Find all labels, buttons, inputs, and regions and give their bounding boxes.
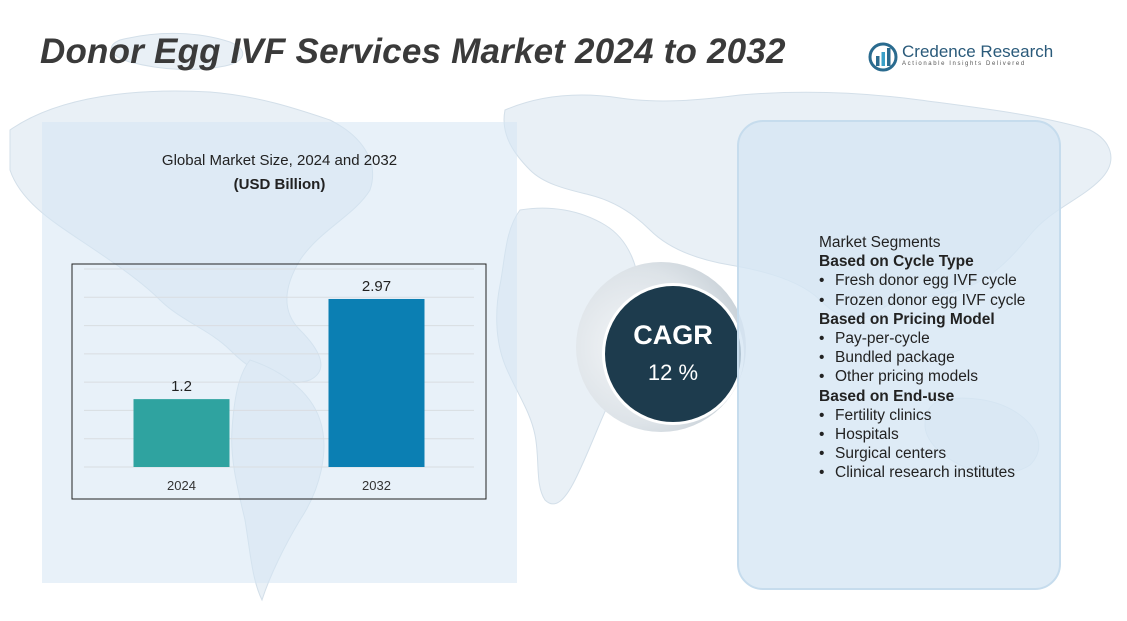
segments-list: Market Segments Based on Cycle Type Fres… — [819, 233, 1025, 483]
logo-tagline: Actionable Insights Delivered — [902, 61, 1026, 67]
segment-item: Clinical research institutes — [819, 463, 1025, 482]
cagr-label: CAGR — [633, 320, 713, 350]
bar-chart: 1.2 2.97 2024 2032 — [71, 263, 487, 500]
chart-subtitle: (USD Billion) — [233, 176, 326, 193]
credence-research-logo: Credence Research Actionable Insights De… — [868, 40, 1068, 74]
chart-frame — [71, 263, 487, 500]
segments-heading: Market Segments — [819, 234, 941, 251]
page-title: Donor Egg IVF Services Market 2024 to 20… — [40, 32, 786, 71]
segment-item: Hospitals — [819, 425, 1025, 444]
bar-2032 — [328, 298, 425, 467]
chart-bars — [133, 298, 425, 467]
chart-title: Global Market Size, 2024 and 2032 — [161, 152, 398, 169]
segment-item: Pay-per-cycle — [819, 329, 1025, 348]
market-size-panel: Global Market Size, 2024 and 2032 (USD B… — [42, 122, 517, 583]
bar-2024 — [133, 399, 230, 467]
cagr-value: 12 % — [647, 360, 699, 385]
value-label-2032: 2.97 — [362, 278, 391, 295]
category-label-2024: 2024 — [167, 478, 196, 493]
cagr-badge: CAGR 12 % — [576, 262, 756, 442]
value-label-2024: 1.2 — [171, 378, 192, 395]
segment-item: Frozen donor egg IVF cycle — [819, 291, 1025, 310]
segment-item: Surgical centers — [819, 444, 1025, 463]
cagr-circle: CAGR 12 % — [602, 283, 744, 425]
segment-group-title: Based on Pricing Model — [819, 310, 995, 328]
segment-item: Other pricing models — [819, 367, 1025, 386]
segment-item: Fertility clinics — [819, 406, 1025, 425]
category-label-2032: 2032 — [362, 478, 391, 493]
segment-item: Fresh donor egg IVF cycle — [819, 271, 1025, 290]
segment-group-title: Based on End-use — [819, 387, 955, 405]
logo-name: Credence Research — [902, 42, 1054, 61]
segment-group-title: Based on Cycle Type — [819, 253, 974, 271]
market-segments-panel: Market Segments Based on Cycle Type Fres… — [737, 120, 1061, 590]
logo-mark-icon — [868, 42, 898, 72]
chart-category-labels: 2024 2032 — [167, 478, 391, 493]
segment-item: Bundled package — [819, 348, 1025, 367]
chart-value-labels: 1.2 2.97 — [171, 278, 391, 395]
